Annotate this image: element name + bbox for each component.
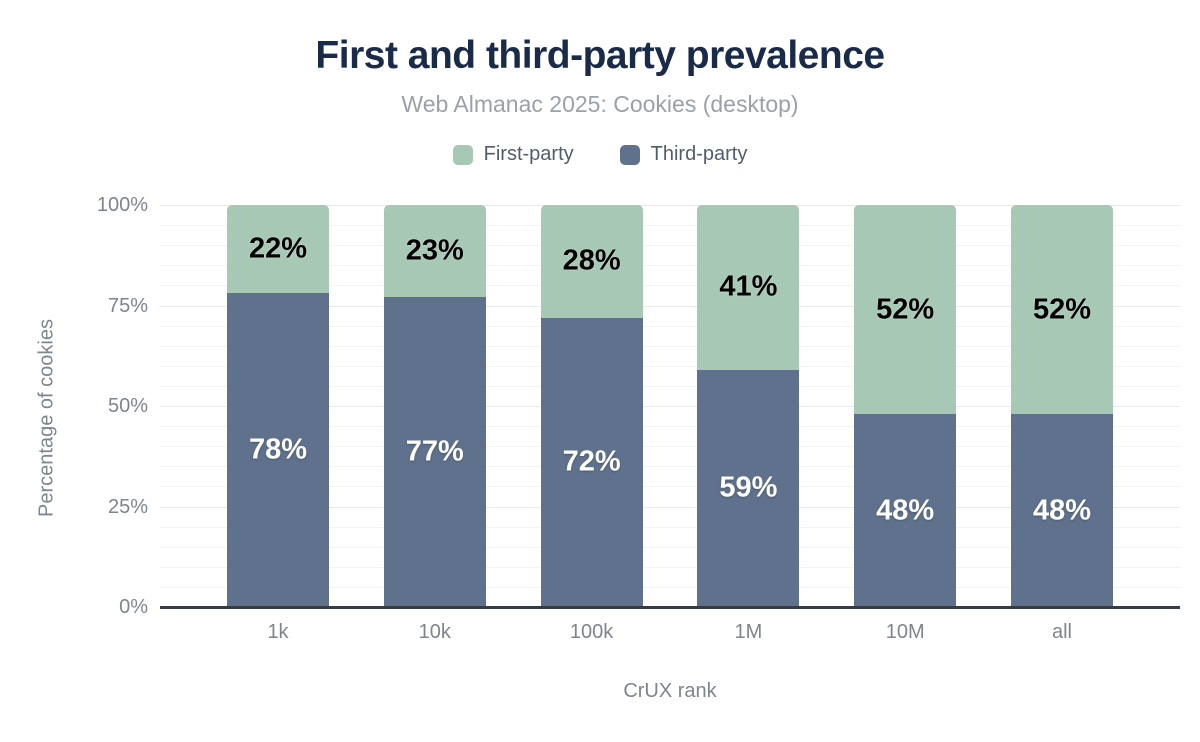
bar-100k: 28% 72% [540,205,643,607]
bar-segment-first-party-10k[interactable]: 23% [383,205,486,298]
chart-subtitle: Web Almanac 2025: Cookies (desktop) [401,91,799,117]
x-tick-label-100k: 100k [569,621,614,643]
y-axis-title: Percentage of cookies [35,319,58,517]
bar-segment-third-party-10k[interactable]: 77% [383,297,486,607]
x-axis-line [160,606,1180,609]
chart-title: First and third-party prevalence [315,34,885,77]
x-tick-label-10M: 10M [885,621,925,643]
plot-area: 22% 78% 23% 77% 28% 72% 41% 59% 52% 48% 52% 48% [160,205,1180,607]
bar-segment-third-party-1M[interactable]: 59% [697,369,800,607]
data-label: 28% [562,244,621,277]
legend-swatch-icon [452,144,473,165]
y-tick-label-75pct: 75% [107,294,148,317]
data-label: 22% [248,232,308,265]
bar-all: 52% 48% [1011,205,1113,607]
data-label: 52% [876,293,935,326]
legend-label: Third-party [650,143,748,165]
legend: First-party Third-party [0,143,1200,166]
data-label: 59% [719,471,778,504]
bar-10M: 52% 48% [854,205,957,607]
bar-segment-third-party-all[interactable]: 48% [1011,414,1113,607]
data-label: 52% [1032,293,1092,326]
data-label: 48% [1032,494,1092,526]
legend-item-first-party[interactable]: First-party [452,143,574,166]
legend-item-third-party[interactable]: Third-party [619,143,748,166]
bar-segment-first-party-10M[interactable]: 52% [854,205,957,415]
data-label: 23% [405,234,464,267]
x-tick-label-10k: 10k [418,621,451,643]
x-tick-label-1k: 1k [267,621,289,643]
data-label: 78% [248,433,308,466]
bar-1M: 41% 59% [697,205,800,607]
x-tick-label-1M: 1M [734,621,763,643]
y-tick-label-100pct: 100% [96,194,148,216]
bar-segment-third-party-1k[interactable]: 78% [227,293,329,607]
bar-1k: 22% 78% [227,205,329,607]
y-tick-label-25pct: 25% [107,495,148,518]
bar-segment-third-party-100k[interactable]: 72% [540,317,643,607]
y-tick-label-50pct: 50% [107,395,148,417]
bar-segment-first-party-all[interactable]: 52% [1011,205,1113,415]
bar-segment-first-party-1M[interactable]: 41% [697,205,800,370]
x-tick-label-all: all [1051,621,1073,643]
bar-segment-third-party-10M[interactable]: 48% [854,414,957,607]
data-label: 77% [405,435,464,468]
data-label: 41% [719,270,778,303]
bar-segment-first-party-1k[interactable]: 22% [227,205,329,294]
y-tick-label-0pct: 0% [119,596,148,618]
legend-swatch-icon [619,144,640,165]
data-label: 72% [562,445,621,478]
data-label: 48% [876,494,935,526]
x-axis-title: CrUX rank [623,680,717,702]
bar-segment-first-party-100k[interactable]: 28% [540,205,643,318]
legend-label: First-party [483,143,574,165]
bar-10k: 23% 77% [383,205,486,607]
